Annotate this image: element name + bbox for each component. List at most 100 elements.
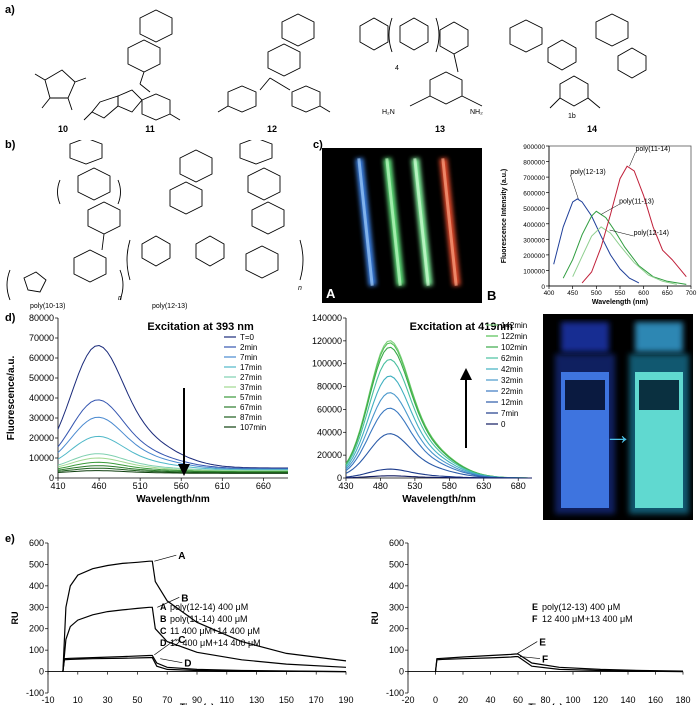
series-label: poly(12-13) [570,169,605,176]
y-axis-label: Fluorescence/a.u. [6,356,17,441]
y-tick-label: 0 [39,667,44,677]
poly-10-13-label: poly(10-13) [30,303,65,310]
x-tick-label: 450 [567,290,578,297]
legend-leader-line [629,152,636,167]
series-line [62,657,347,673]
y-tick-label: 600 [29,538,44,548]
legend-label: 37min [240,383,262,392]
y-tick-label: 600 [389,538,404,548]
compound-10-number: 10 [58,124,68,134]
chart-excitation-393: 410 460 510 560 610 660 0 10000 20000 30000 40000 5… [6,313,288,505]
x-tick-label: 560 [174,481,189,491]
x-tick-label: 170 [309,695,324,705]
h2n-left-label: H₂N [382,109,395,116]
legend-label: 12min [501,398,523,407]
y-tick-label: 0 [337,473,342,483]
series-line [434,653,684,672]
poly-12-13-label: poly(12-13) [152,303,187,310]
series-line [562,210,687,285]
legend-label: 12 400 μM+14 400 μM [170,638,261,648]
x-tick-label: 680 [511,481,526,491]
x-axis-label: Wavelength (nm) [592,299,648,306]
x-tick-label: 500 [591,290,602,297]
x-tick-label: 550 [615,290,626,297]
x-tick-label: 660 [256,481,271,491]
y-tick-label: 20000 [29,433,54,443]
y-tick-label: 200 [389,624,404,634]
legend-label: 62min [501,354,523,363]
compound-14-number: 14 [587,124,597,134]
series-label: poly(12-14) [634,230,669,237]
series-line [57,435,288,471]
series-line [57,399,288,470]
series-label: poly(11-13) [619,198,654,205]
x-tick-label: 70 [162,695,172,705]
legend-label: 17min [240,363,262,372]
y-tick-label: 200 [29,624,44,634]
legend-leader-line [570,174,579,199]
legend-label: 11 400 μM+14 400 μM [170,626,260,636]
y-tick-label: 300 [29,602,44,612]
pointer-line [517,641,538,654]
panel-e-label: e) [5,533,15,545]
x-axis-label: Time (s) [180,702,214,705]
legend-key: C [160,626,167,636]
y-tick-label: 60000 [317,404,342,414]
legend-label: 7min [240,353,257,362]
series-line [57,465,288,473]
x-tick-label: 700 [686,290,697,297]
curve-letter: E [539,638,546,649]
y-tick-label: 80000 [29,313,54,323]
legend-label: 27min [240,373,262,382]
legend-label: 67min [240,403,262,412]
legend-label: poly(11-14) 400 μM [170,614,248,624]
repeat-n-2: n [298,285,302,292]
pointer-line [154,554,177,562]
pointer-line [154,638,177,656]
legend-label: 22min [501,387,523,396]
x-tick-label: 630 [476,481,491,491]
y-tick-label: -100 [26,688,44,698]
repeat-n-1: n [118,295,122,302]
curve-letter: B [181,593,188,604]
x-tick-label: 100 [565,695,580,705]
y-tick-label: 0 [399,667,404,677]
x-tick-label: 30 [103,695,113,705]
x-tick-label: -20 [401,695,414,705]
y-tick-label: 40000 [317,427,342,437]
x-tick-label: 0 [433,695,438,705]
compound-13-number: 13 [435,124,445,134]
series-line [57,457,288,472]
legend-key: B [160,614,167,624]
panel-c-label: c) [313,139,323,151]
y-tick-label: 30000 [29,413,54,423]
y-tick-label: 400 [389,581,404,591]
x-tick-label: 120 [593,695,608,705]
y-tick-label: 300 [389,602,404,612]
y-tick-label: 0 [541,284,545,291]
series-line [581,165,687,284]
x-tick-label: 480 [373,481,388,491]
y-axis-label: Fluorescence Intensity (a.u.) [501,169,508,264]
x-tick-label: 510 [133,481,148,491]
y-tick-label: 500 [389,559,404,569]
y-tick-label: 200000 [523,253,545,260]
y-tick-label: 100 [389,645,404,655]
panel-a-label: a) [5,4,15,16]
legend-label: poly(12-13) 400 μM [542,602,620,612]
x-tick-label: -10 [41,695,54,705]
y-tick-label: 400 [29,581,44,591]
legend-label: 107min [240,423,266,432]
x-tick-label: 20 [458,695,468,705]
legend-label: 42min [501,365,523,374]
curve-letter: C [178,635,185,646]
x-tick-label: 110 [220,695,234,705]
y-tick-label: 800000 [523,160,545,167]
pointer-line [160,658,183,664]
curve-letter: A [178,551,185,562]
arrow-up-icon [460,368,472,380]
series-line [62,560,347,672]
x-axis-label: Time (s) [528,702,562,705]
y-tick-label: -100 [386,688,404,698]
y-tick-label: 100000 [523,268,545,275]
